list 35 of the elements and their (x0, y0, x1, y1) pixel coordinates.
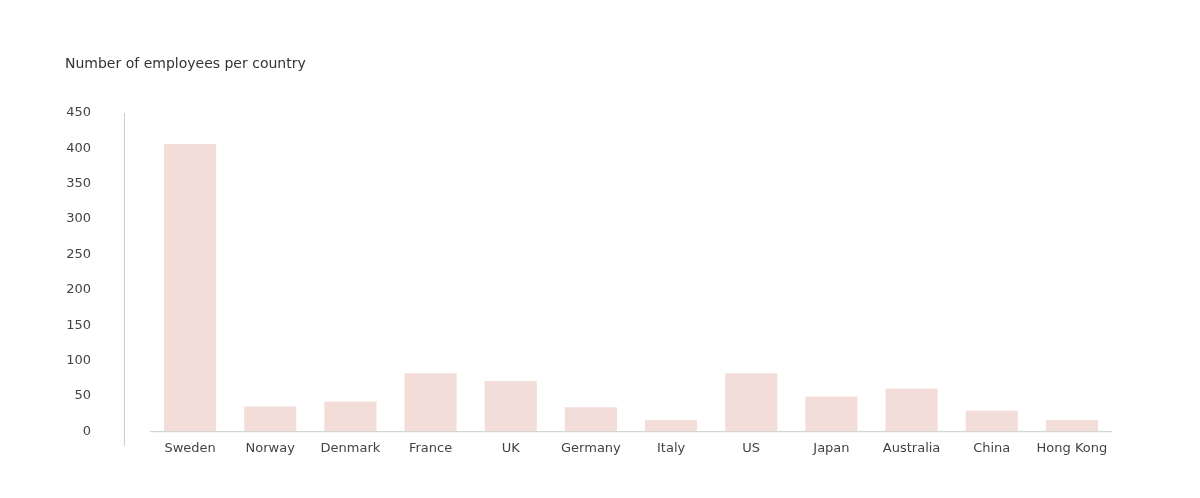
bar (324, 401, 377, 432)
y-tick-label: 150 (66, 316, 91, 332)
x-tick-label: Hong Kong (1036, 440, 1108, 456)
x-tick-label: Italy (656, 440, 686, 456)
x-tick-label: Denmark (320, 440, 381, 456)
bar (725, 373, 778, 432)
y-tick-label: 300 (66, 210, 91, 226)
bar (484, 381, 537, 432)
y-tick-label: 450 (66, 104, 91, 120)
bar (885, 388, 938, 432)
bar (645, 419, 698, 432)
bar (244, 406, 297, 432)
y-tick-label: 50 (74, 387, 91, 403)
bar (564, 407, 617, 432)
bar (164, 144, 217, 432)
x-tick-label: China (973, 440, 1011, 456)
bar (805, 396, 858, 432)
chart-title: Number of employees per country (65, 55, 306, 71)
x-tick-label: Germany (561, 440, 622, 456)
y-tick-label: 250 (66, 245, 91, 261)
bar (1045, 419, 1098, 432)
y-tick-label: 200 (66, 281, 91, 297)
y-tick-label: 350 (66, 175, 91, 191)
x-tick-label: Australia (882, 440, 941, 456)
x-tick-label: Sweden (164, 440, 216, 456)
y-tick-label: 0 (82, 422, 91, 438)
x-tick-label: Japan (812, 440, 850, 456)
x-tick-label: UK (501, 440, 521, 456)
x-tick-label: US (742, 440, 761, 456)
bar (404, 373, 457, 432)
x-tick-label: France (408, 440, 453, 456)
y-tick-label: 100 (66, 351, 91, 367)
y-tick-label: 400 (66, 139, 91, 155)
x-tick-label: Norway (245, 440, 296, 456)
bar (965, 410, 1018, 432)
